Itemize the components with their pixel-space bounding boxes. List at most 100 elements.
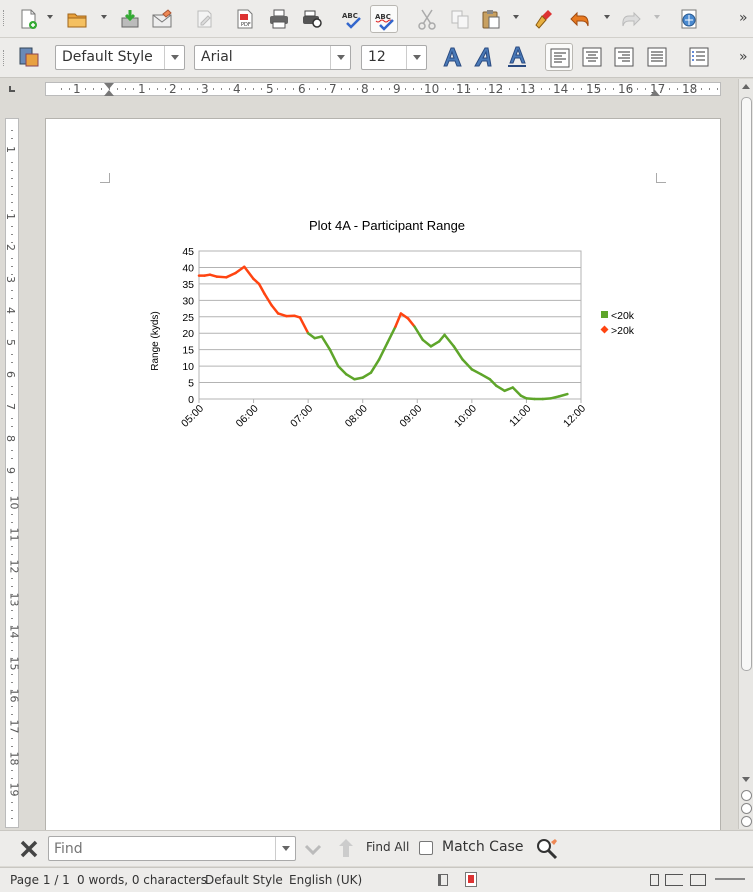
- series-line-segment: [336, 364, 348, 376]
- ruler-tick: [11, 394, 13, 395]
- redo-button[interactable]: [617, 5, 645, 33]
- chevron-down-icon[interactable]: [330, 46, 350, 69]
- undo-dropdown-arrow[interactable]: [604, 15, 610, 19]
- next-page-icon[interactable]: [741, 816, 752, 827]
- ruler-tick: [221, 88, 222, 90]
- print-preview-button[interactable]: [298, 5, 326, 33]
- ruler-tick: [11, 242, 13, 243]
- edit-file-button[interactable]: [190, 5, 218, 33]
- indent-marker-icon[interactable]: [104, 90, 114, 96]
- undo-button[interactable]: [566, 5, 594, 33]
- ruler-tick: [581, 88, 582, 90]
- autospellcheck-button[interactable]: ABC: [370, 5, 398, 33]
- navigator-button[interactable]: [675, 5, 703, 33]
- styles-and-formatting-button[interactable]: [15, 43, 43, 71]
- new-button[interactable]: [14, 5, 42, 33]
- ruler-tick: [373, 88, 374, 90]
- ruler-tick: [11, 594, 13, 595]
- ruler-tick: [405, 88, 406, 90]
- right-indent-marker-icon[interactable]: [650, 90, 660, 96]
- toolbar-overflow-icon[interactable]: »: [739, 49, 748, 65]
- find-previous-button[interactable]: [336, 837, 356, 862]
- legend-label: <20k: [611, 310, 635, 322]
- ruler-tick: [11, 714, 13, 715]
- font-size-combo[interactable]: 12: [361, 45, 427, 70]
- italic-button[interactable]: [470, 43, 498, 71]
- scroll-down-icon[interactable]: [742, 777, 750, 782]
- ruler-tick: [541, 88, 542, 90]
- ruler-tick: [149, 88, 150, 90]
- align-right-button[interactable]: [610, 43, 638, 71]
- book-view-icon[interactable]: [690, 874, 706, 886]
- chevron-down-icon[interactable]: [406, 46, 426, 69]
- insert-mode-icon[interactable]: [438, 874, 448, 886]
- document-modified-icon[interactable]: [465, 872, 477, 887]
- ruler-tick: [11, 178, 13, 179]
- toolbar-overflow-icon[interactable]: »: [739, 10, 748, 26]
- ruler-number: 19: [7, 782, 21, 797]
- scroll-thumb[interactable]: [741, 97, 752, 671]
- chevron-down-icon[interactable]: [164, 46, 184, 69]
- find-input[interactable]: [50, 838, 272, 859]
- underline-button[interactable]: [503, 43, 531, 71]
- single-page-view-icon[interactable]: [650, 874, 659, 886]
- series-line-segment: [461, 358, 474, 371]
- ruler-tick: [629, 88, 630, 90]
- toolbar-grip[interactable]: [3, 50, 6, 66]
- page-style[interactable]: Default Style: [205, 873, 283, 887]
- find-all-button[interactable]: Find All: [366, 840, 410, 854]
- paste-dropdown-arrow[interactable]: [513, 15, 519, 19]
- copy-button[interactable]: [446, 5, 474, 33]
- find-next-button[interactable]: [303, 839, 323, 862]
- document-page[interactable]: Plot 4A - Participant Range Range (kyds)…: [45, 118, 721, 838]
- paragraph-style-combo[interactable]: Default Style: [55, 45, 185, 70]
- paste-button[interactable]: [477, 5, 505, 33]
- language[interactable]: English (UK): [289, 873, 363, 887]
- toolbar-grip[interactable]: [3, 10, 6, 26]
- spellcheck-button[interactable]: ABC: [338, 5, 366, 33]
- bold-button[interactable]: [438, 43, 466, 71]
- close-find-bar-button[interactable]: [18, 838, 40, 863]
- vertical-scrollbar[interactable]: [738, 79, 753, 829]
- list-button[interactable]: [685, 43, 713, 71]
- find-history-dropdown[interactable]: [275, 837, 295, 860]
- scroll-up-icon[interactable]: [742, 84, 750, 89]
- align-center-button[interactable]: [578, 43, 606, 71]
- indent-marker-icon[interactable]: [104, 83, 114, 89]
- series-line-segment: [443, 333, 456, 348]
- series-line-segment: [386, 325, 397, 345]
- email-icon: [152, 9, 172, 28]
- justify-button[interactable]: [643, 43, 671, 71]
- save-button[interactable]: [116, 5, 144, 33]
- open-dropdown-arrow[interactable]: [101, 15, 107, 19]
- open-button[interactable]: [63, 5, 91, 33]
- svg-text:ABC: ABC: [375, 13, 391, 21]
- tab-stop-icon[interactable]: [9, 86, 15, 92]
- chart-title: Plot 4A - Participant Range: [309, 218, 465, 233]
- navigation-icon[interactable]: [741, 803, 752, 814]
- ruler-number: 7: [329, 82, 337, 96]
- find-replace-button[interactable]: [535, 837, 559, 864]
- find-toolbar: Find All Match Case: [0, 830, 753, 866]
- y-tick-label: 15: [182, 345, 194, 357]
- font-name-combo[interactable]: Arial: [194, 45, 351, 70]
- print-button[interactable]: [265, 5, 293, 33]
- multi-page-view-icon[interactable]: [665, 874, 683, 886]
- find-combo[interactable]: [48, 836, 296, 861]
- email-button[interactable]: [148, 5, 176, 33]
- clone-formatting-button[interactable]: [531, 5, 559, 33]
- navigator-icon: [681, 9, 697, 29]
- previous-page-icon[interactable]: [741, 790, 752, 801]
- cut-button[interactable]: [413, 5, 441, 33]
- word-count[interactable]: 0 words, 0 characters: [77, 873, 207, 887]
- match-case-checkbox[interactable]: [419, 841, 433, 855]
- new-dropdown-arrow[interactable]: [47, 15, 53, 19]
- export-pdf-button[interactable]: PDF: [231, 5, 259, 33]
- zoom-slider[interactable]: [715, 878, 745, 880]
- ruler-tick: [11, 738, 13, 739]
- align-left-button[interactable]: [545, 43, 573, 71]
- chart[interactable]: Plot 4A - Participant Range Range (kyds)…: [141, 211, 641, 441]
- page-indicator[interactable]: Page 1 / 1: [10, 873, 70, 887]
- ruler-tick: [11, 362, 13, 363]
- redo-dropdown-arrow[interactable]: [654, 15, 660, 19]
